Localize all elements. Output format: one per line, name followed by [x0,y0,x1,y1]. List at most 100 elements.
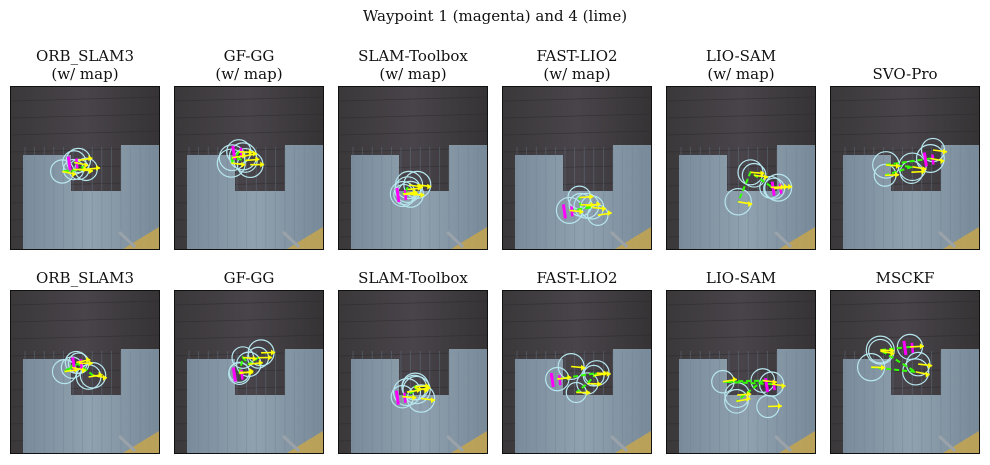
floor-seam [11,130,159,136]
heading-arrowhead [780,184,785,191]
heading-arrowhead [258,359,263,366]
heading-arrowhead [597,381,602,388]
corner-object [117,230,137,249]
heading-arrowhead [88,155,93,162]
panel-title: SLAM-Toolbox [338,269,488,287]
floor-seam [503,317,651,323]
heading-arrowhead [98,371,103,378]
trajectory-panel [10,86,160,250]
heading-arrowhead [255,156,260,163]
heading-arrowhead [940,158,945,164]
floor-mat [679,145,815,249]
panel-title-line2: (w/ map) [543,65,611,83]
trajectory-panel [830,86,980,250]
waypoint-1-marker [561,204,567,219]
uncertainty-circle [557,352,585,381]
waypoint-4-path [63,361,94,377]
uncertainty-circle [741,162,767,188]
corner-object [937,230,957,249]
floor-mat [23,145,159,249]
heading-arrowhead [252,355,257,362]
panel-title-line1: MSCKF [875,269,935,287]
panel-title-line1: ORB_SLAM3 [35,47,135,65]
floor-mat [187,145,323,249]
panel-title-line1: GF-GG [223,47,275,65]
heading-arrowhead [96,164,101,171]
floor-seam [11,334,159,340]
heading-arrowhead [260,161,265,168]
floor-seam [667,334,815,340]
heading-arrowhead [86,356,91,363]
heading-arrowhead [72,171,77,178]
floor-seam [831,334,979,340]
floor-seam [503,96,651,102]
heading-arrowhead [772,379,777,386]
uncertainty-circle [555,196,583,224]
panel-title: GF-GG (w/ map) [174,47,324,83]
waypoint-4-path [238,355,259,374]
panel-title: ORB_SLAM3 [10,269,160,287]
floor-seam [831,96,979,102]
floor-mat [351,349,487,453]
heading-arrowhead [603,370,608,377]
floor-seam [11,317,159,323]
heading-arrowhead [84,162,89,169]
trajectory-panel [338,86,488,250]
panel-title-line1: ORB_SLAM3 [35,269,135,287]
floor-seam [667,113,815,119]
corner-object [773,434,793,453]
waypoint-1-marker [394,390,400,405]
heading-arrowhead [581,364,586,371]
heading-arrowhead [895,171,900,178]
panel-title: ORB_SLAM3 (w/ map) [10,47,160,83]
panel-title-line1: LIO-SAM [705,269,777,287]
waypoint-4-path [569,197,593,212]
waypoint-4-path [557,371,600,394]
heading-arrowhead [764,174,769,181]
heading-arrowhead [925,371,930,378]
waypoint-1-marker [231,367,237,382]
floor-seam [175,130,323,136]
waypoint-1-marker [558,374,562,386]
waypoint-1-marker [922,152,928,167]
waypoint-1-marker [66,156,72,171]
floor-seam [503,130,651,136]
corner-object [773,230,793,249]
heading-arrowhead [890,350,895,357]
trajectory-panel [502,86,652,250]
heading-arrowhead [919,343,924,350]
uncertainty-circle [402,375,431,405]
panel-title-line1: SLAM-Toolbox [358,269,468,287]
heading-arrowhead [589,193,594,200]
floor-seam [11,113,159,119]
floor-mat [843,349,979,453]
heading-arrowhead [781,383,786,389]
floor-seam [339,317,487,323]
floor-seam [11,96,159,102]
heading-arrowhead [607,210,612,216]
heading-arrowhead [431,397,435,404]
floor-seam [175,300,323,306]
uncertainty-circle [724,188,752,216]
waypoint-4-path [722,379,772,403]
heading-arrowhead [747,391,752,397]
uncertainty-circle [764,173,793,202]
floor-mat [187,349,323,453]
waypoint-4-path [870,345,917,373]
heading-arrowhead [417,387,421,393]
panel-title-line2: (w/ map) [51,65,119,83]
heading-arrowhead [760,170,765,177]
trajectory-panel [666,86,816,250]
heading-arrowhead [928,362,933,369]
floor-seam [175,96,323,102]
waypoint-1-marker [395,187,401,203]
floor-seam [831,113,979,119]
corner-object [609,230,629,249]
heading-arrowhead [420,192,425,198]
uncertainty-circle [392,378,422,407]
floor-mat [843,145,979,249]
trajectory-panel [830,290,980,454]
heading-arrowhead [606,370,611,377]
corner-object [609,434,629,453]
corner-object [445,230,465,249]
